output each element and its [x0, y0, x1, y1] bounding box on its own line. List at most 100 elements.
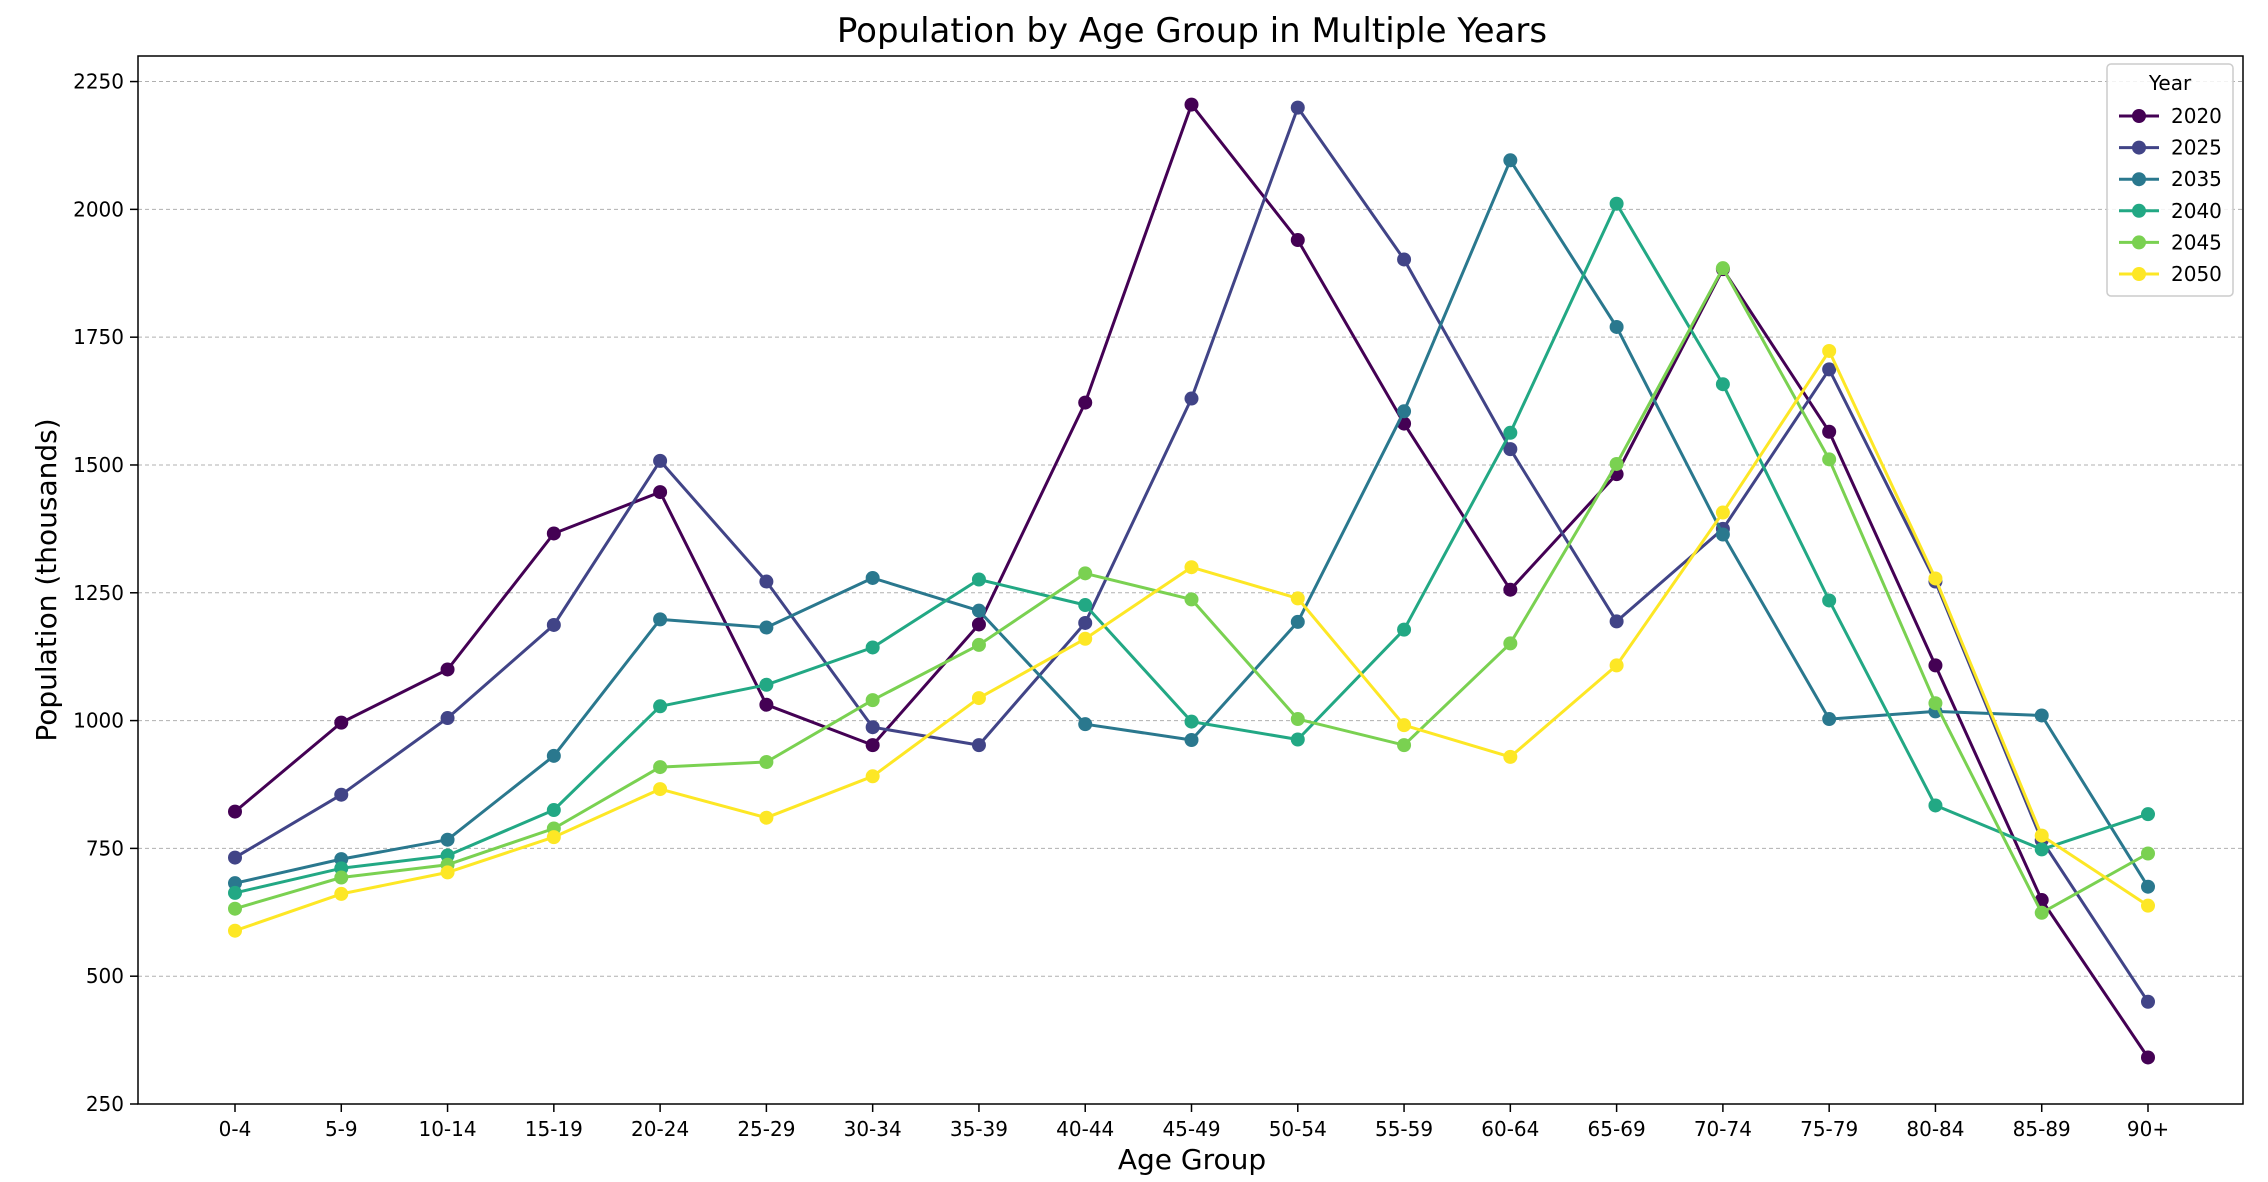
x-tick-label: 30-34 — [844, 1117, 902, 1141]
data-point — [1078, 717, 1093, 732]
data-point — [971, 617, 986, 632]
legend-label: 2050 — [2171, 262, 2222, 286]
legend-item: 2040 — [2119, 199, 2222, 223]
data-point — [228, 804, 242, 819]
data-point — [865, 640, 880, 655]
legend-swatch-marker — [2132, 235, 2146, 250]
data-point — [2034, 905, 2049, 920]
series-line — [234, 106, 2150, 1003]
data-point — [1715, 527, 1730, 542]
x-tick-label: 20-24 — [631, 1117, 689, 1141]
data-point — [1928, 798, 1943, 813]
data-point — [1928, 658, 1943, 673]
legend-item: 2035 — [2119, 167, 2222, 191]
x-tick-label: 75-79 — [1800, 1117, 1858, 1141]
data-point — [1609, 196, 1624, 211]
data-point — [1184, 97, 1199, 112]
data-point — [440, 865, 455, 880]
data-point — [1078, 631, 1093, 646]
y-tick-label: 2000 — [73, 197, 124, 221]
data-point — [1503, 153, 1518, 168]
legend-label: 2020 — [2171, 104, 2222, 128]
legend-label: 2025 — [2171, 136, 2222, 160]
x-tick-label: 15-19 — [525, 1117, 583, 1141]
series-2035 — [228, 153, 2155, 894]
data-point — [865, 720, 880, 735]
data-point — [1928, 696, 1943, 711]
data-point — [1822, 712, 1837, 727]
data-point — [759, 754, 774, 769]
x-tick-label: 5-9 — [325, 1117, 358, 1141]
data-point — [334, 787, 349, 802]
legend-item: 2045 — [2119, 230, 2222, 254]
data-point — [2141, 807, 2155, 822]
y-axis-label: Population (thousands) — [30, 418, 63, 741]
data-point — [334, 870, 349, 885]
x-tick-label: 25-29 — [737, 1117, 795, 1141]
legend-label: 2040 — [2171, 199, 2222, 223]
data-point — [1503, 425, 1518, 440]
legend-label: 2045 — [2171, 230, 2222, 254]
series-2045 — [228, 261, 2155, 920]
legend-title: Year — [2148, 71, 2192, 95]
y-tick-label: 1750 — [73, 325, 124, 349]
y-axis-ticks: 250 500 750 1000 1250 1500 1750 2000 2250 — [73, 70, 138, 1116]
data-point — [334, 715, 349, 730]
data-point — [1503, 442, 1518, 457]
data-point — [865, 693, 880, 708]
legend-swatch-marker — [2132, 172, 2146, 187]
data-point — [1609, 456, 1624, 471]
y-tick-label: 1500 — [73, 453, 124, 477]
x-tick-label: 80-84 — [1906, 1117, 1964, 1141]
legend-item: 2020 — [2119, 104, 2222, 128]
data-point — [1290, 614, 1305, 629]
data-point — [1822, 593, 1837, 608]
plot-frame — [137, 55, 2244, 1105]
chart-title: Population by Age Group in Multiple Year… — [837, 11, 1547, 51]
y-tick-label: 250 — [86, 1092, 124, 1116]
legend-swatch-marker — [2132, 109, 2146, 123]
data-point — [1715, 261, 1730, 276]
data-point — [971, 738, 986, 753]
data-point — [2034, 842, 2049, 857]
data-point — [759, 697, 774, 712]
legend-item: 2050 — [2119, 262, 2222, 286]
data-point — [1184, 714, 1199, 729]
data-point — [1078, 395, 1093, 410]
data-point — [1822, 343, 1837, 358]
series-2025 — [228, 100, 2155, 1009]
data-point — [546, 830, 561, 845]
data-point — [971, 572, 986, 587]
data-point — [228, 885, 242, 900]
legend-item: 2025 — [2119, 136, 2222, 160]
series-line — [234, 158, 2150, 888]
data-point — [2141, 879, 2155, 894]
data-point — [653, 699, 668, 714]
x-tick-label: 40-44 — [1056, 1117, 1114, 1141]
data-point — [1184, 391, 1199, 406]
data-point — [1184, 592, 1199, 607]
x-tick-label: 70-74 — [1694, 1117, 1752, 1141]
data-point — [440, 662, 455, 677]
data-point — [2034, 708, 2049, 723]
data-point — [865, 570, 880, 585]
data-point — [1397, 718, 1412, 733]
data-point — [1503, 582, 1518, 597]
data-point — [334, 886, 349, 901]
data-point — [228, 850, 242, 865]
series-layer — [228, 97, 2155, 1065]
data-point — [759, 810, 774, 825]
data-point — [653, 485, 668, 500]
data-point — [1503, 636, 1518, 651]
data-point — [1715, 377, 1730, 392]
data-point — [971, 637, 986, 652]
x-tick-label: 90+ — [2127, 1117, 2169, 1141]
x-axis-label: Age Group — [1118, 1143, 1266, 1176]
x-tick-label: 10-14 — [418, 1117, 476, 1141]
data-point — [228, 876, 242, 891]
y-tick-label: 750 — [86, 836, 124, 860]
x-tick-label: 50-54 — [1269, 1117, 1327, 1141]
series-line — [234, 202, 2149, 895]
x-tick-label: 45-49 — [1162, 1117, 1220, 1141]
series-line — [234, 266, 2149, 915]
